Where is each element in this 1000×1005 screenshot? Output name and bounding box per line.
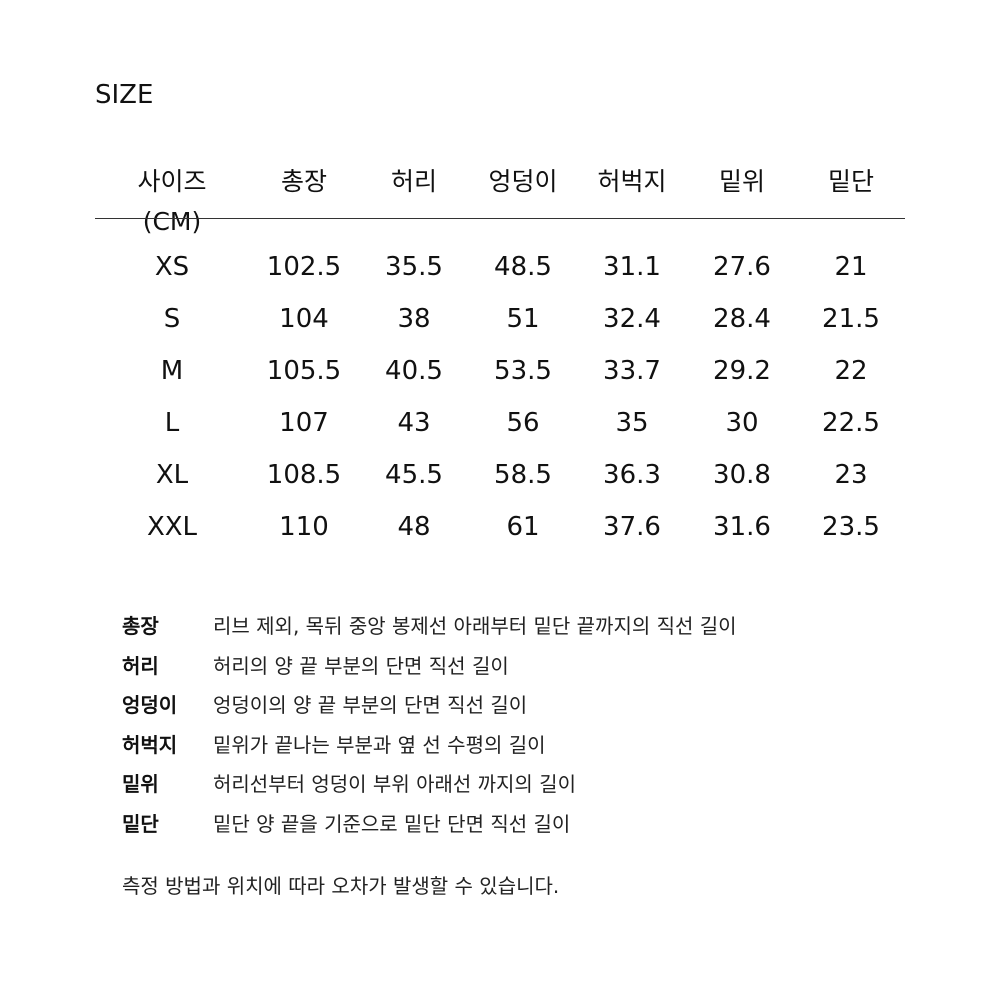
table-cell: 105.5 xyxy=(266,356,342,386)
table-row: S 104 38 51 32.4 28.4 21.5 xyxy=(0,299,1000,339)
table-cell: 28.4 xyxy=(713,304,771,334)
table-cell: 108.5 xyxy=(266,460,342,490)
header-total-length: 총장 xyxy=(280,167,327,196)
table-row: XXL 110 48 61 37.6 31.6 23.5 xyxy=(0,507,1000,547)
size-label: S xyxy=(163,304,181,334)
table-cell: 43 xyxy=(397,408,431,438)
table-cell: 30 xyxy=(725,408,759,438)
table-cell: 21 xyxy=(834,252,868,282)
header-waist: 허리 xyxy=(390,167,437,196)
note-description: 밑단 양 끝을 기준으로 밑단 단면 직선 길이 xyxy=(213,812,571,836)
table-cell: 35.5 xyxy=(385,252,443,282)
measurement-disclaimer: 측정 방법과 위치에 따라 오차가 발생할 수 있습니다. xyxy=(122,874,560,898)
size-label: XS xyxy=(154,252,190,282)
table-cell: 48.5 xyxy=(494,252,552,282)
note-description: 밑위가 끝나는 부분과 옆 선 수평의 길이 xyxy=(213,732,546,757)
table-row: XL 108.5 45.5 58.5 36.3 30.8 23 xyxy=(0,455,1000,495)
table-cell: 22 xyxy=(834,356,868,386)
note-label: 허벅지 xyxy=(122,732,178,757)
table-cell: 31.1 xyxy=(603,252,661,282)
header-divider xyxy=(95,218,905,219)
table-cell: 22.5 xyxy=(822,408,880,438)
note-label: 허리 xyxy=(122,653,159,678)
table-cell: 30.8 xyxy=(713,460,771,490)
table-row: M 105.5 40.5 53.5 33.7 29.2 22 xyxy=(0,351,1000,391)
header-hip: 엉덩이 xyxy=(488,167,558,196)
note-label: 밑단 xyxy=(122,812,159,836)
table-cell: 56 xyxy=(506,408,540,438)
size-label: XL xyxy=(155,460,189,490)
note-description: 허리선부터 엉덩이 부위 아래선 까지의 길이 xyxy=(213,772,576,797)
table-cell: 35 xyxy=(615,408,649,438)
table-cell: 58.5 xyxy=(494,460,552,490)
table-cell: 21.5 xyxy=(822,304,880,334)
table-cell: 102.5 xyxy=(266,252,342,282)
table-cell: 61 xyxy=(506,512,540,542)
size-label: M xyxy=(160,356,184,386)
table-cell: 45.5 xyxy=(385,460,443,490)
table-cell: 107 xyxy=(279,408,329,438)
table-cell: 29.2 xyxy=(713,356,771,386)
note-label: 밑위 xyxy=(122,772,159,797)
note-description: 엉덩이의 양 끝 부분의 단면 직선 길이 xyxy=(213,693,528,718)
note-description: 리브 제외, 목뒤 중앙 봉제선 아래부터 밑단 끝까지의 직선 길이 xyxy=(213,614,737,638)
table-cell: 32.4 xyxy=(603,304,661,334)
header-size: 사이즈(CM) xyxy=(137,167,207,236)
page-title: SIZE xyxy=(95,80,154,110)
header-thigh: 허벅지 xyxy=(597,167,667,196)
table-cell: 27.6 xyxy=(713,252,771,282)
table-cell: 33.7 xyxy=(603,356,661,386)
table-row: L 107 43 56 35 30 22.5 xyxy=(0,403,1000,443)
size-label: L xyxy=(164,408,180,438)
size-label: XXL xyxy=(146,512,198,542)
header-hem: 밑단 xyxy=(827,167,874,196)
table-cell: 104 xyxy=(279,304,329,334)
table-cell: 53.5 xyxy=(494,356,552,386)
table-cell: 36.3 xyxy=(603,460,661,490)
table-cell: 38 xyxy=(397,304,431,334)
table-cell: 110 xyxy=(279,512,329,542)
table-cell: 51 xyxy=(506,304,540,334)
table-header: 사이즈(CM) 총장 허리 엉덩이 허벅지 밑위 밑단 xyxy=(0,162,1000,236)
table-row: XS 102.5 35.5 48.5 31.1 27.6 21 xyxy=(0,247,1000,287)
note-description: 허리의 양 끝 부분의 단면 직선 길이 xyxy=(213,653,509,678)
table-cell: 37.6 xyxy=(603,512,661,542)
note-label: 총장 xyxy=(122,614,159,638)
header-rise: 밑위 xyxy=(718,167,765,196)
table-cell: 23 xyxy=(834,460,868,490)
table-cell: 48 xyxy=(397,512,431,542)
table-cell: 40.5 xyxy=(385,356,443,386)
table-cell: 31.6 xyxy=(713,512,771,542)
table-cell: 23.5 xyxy=(822,512,880,542)
note-label: 엉덩이 xyxy=(122,693,178,718)
